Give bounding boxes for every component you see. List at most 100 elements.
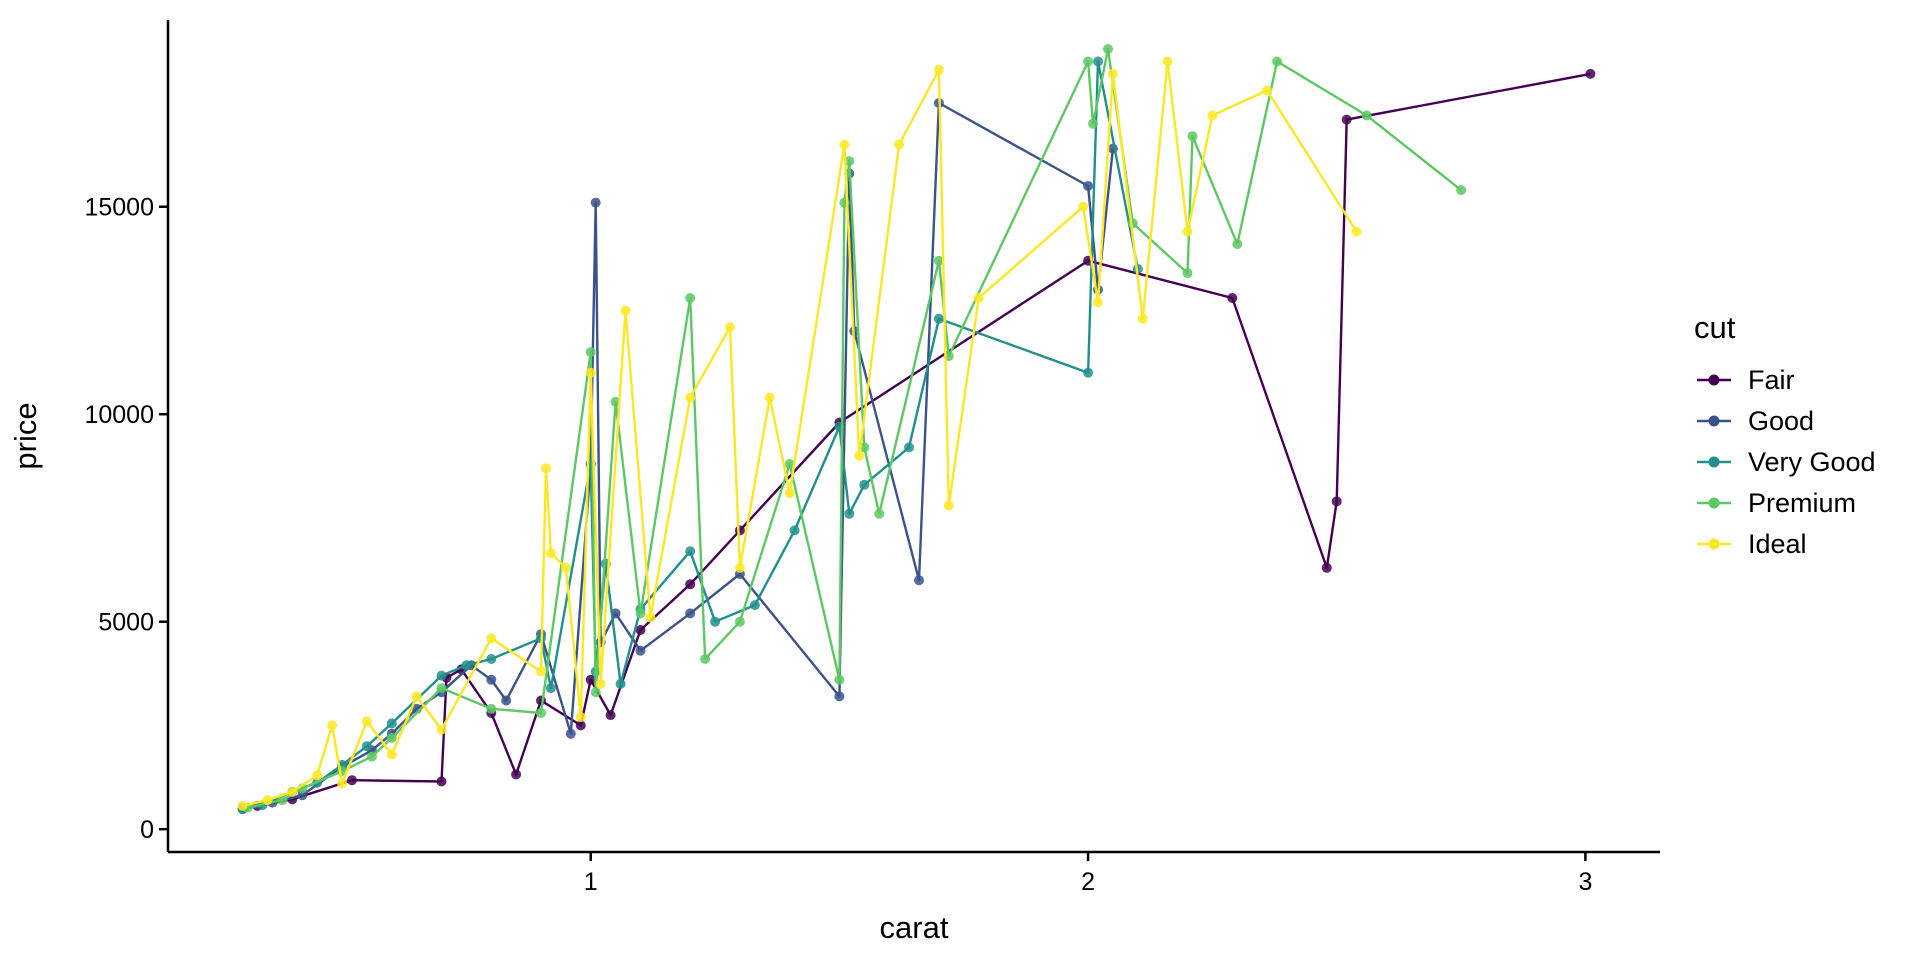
data-point-very-good bbox=[749, 600, 760, 611]
data-point-very-good bbox=[789, 525, 800, 536]
data-point-premium bbox=[1361, 110, 1372, 121]
data-point-good bbox=[914, 575, 924, 586]
data-point-fair bbox=[436, 776, 447, 787]
data-point-very-good bbox=[859, 479, 870, 490]
data-point-ideal bbox=[262, 795, 273, 806]
series-line-good bbox=[242, 101, 1115, 810]
legend-label: Very Good bbox=[1748, 447, 1876, 477]
data-point-premium bbox=[700, 654, 711, 664]
legend: cut Fair Good Very Good Premium Ideal bbox=[1694, 310, 1876, 559]
data-point-very-good bbox=[1093, 56, 1103, 67]
data-point-very-good bbox=[436, 670, 447, 681]
y-tick-label: 10000 bbox=[84, 401, 154, 429]
data-point-ideal bbox=[764, 392, 775, 403]
data-point-fair bbox=[585, 674, 596, 685]
data-point-ideal bbox=[734, 562, 745, 573]
data-point-very-good bbox=[386, 718, 397, 729]
data-point-fair bbox=[734, 525, 745, 536]
data-point-good bbox=[834, 691, 845, 702]
data-point-ideal bbox=[1207, 110, 1218, 121]
y-tick-label: 15000 bbox=[84, 194, 154, 222]
data-point-ideal bbox=[585, 367, 596, 378]
data-point-premium bbox=[844, 156, 855, 167]
data-point-premium bbox=[366, 751, 377, 762]
legend-key-point bbox=[1708, 497, 1720, 509]
data-point-premium bbox=[1083, 56, 1094, 67]
legend-label: Fair bbox=[1748, 365, 1795, 395]
data-point-ideal bbox=[1351, 226, 1362, 237]
x-axis-title: carat bbox=[880, 910, 949, 945]
legend-key-point bbox=[1708, 456, 1720, 468]
series-line-ideal bbox=[242, 60, 1358, 808]
data-point-ideal bbox=[1262, 85, 1273, 96]
data-point-ideal bbox=[784, 488, 795, 499]
data-point-premium bbox=[277, 795, 288, 806]
legend-item-good: Good bbox=[1697, 406, 1814, 436]
data-point-very-good bbox=[710, 616, 721, 627]
data-point-ideal bbox=[575, 712, 586, 723]
data-point-ideal bbox=[894, 139, 905, 150]
data-point-premium bbox=[1182, 268, 1193, 279]
data-point-ideal bbox=[1182, 226, 1193, 237]
data-point-good bbox=[685, 608, 696, 619]
data-point-good bbox=[635, 645, 646, 656]
legend-item-ideal: Ideal bbox=[1697, 529, 1807, 559]
data-point-ideal bbox=[1107, 68, 1118, 79]
legend-label: Good bbox=[1748, 406, 1814, 436]
data-point-ideal bbox=[541, 463, 551, 474]
x-tick-label: 2 bbox=[1081, 868, 1095, 896]
legend-item-fair: Fair bbox=[1697, 365, 1795, 395]
data-point-premium bbox=[486, 703, 497, 714]
legend-key-point bbox=[1708, 538, 1720, 550]
data-point-ideal bbox=[386, 749, 397, 760]
data-point-premium bbox=[386, 732, 397, 743]
data-point-ideal bbox=[237, 800, 248, 811]
data-point-premium bbox=[1187, 131, 1198, 142]
data-point-ideal bbox=[560, 562, 571, 573]
data-point-ideal bbox=[645, 612, 656, 623]
legend-label: Ideal bbox=[1748, 529, 1807, 559]
data-point-very-good bbox=[461, 660, 472, 671]
series-very-good bbox=[237, 56, 1143, 815]
data-point-premium bbox=[1232, 239, 1243, 250]
legend-items: Fair Good Very Good Premium Ideal bbox=[1697, 365, 1876, 559]
data-point-ideal bbox=[536, 666, 546, 677]
data-point-premium bbox=[784, 459, 795, 469]
data-point-good bbox=[486, 674, 497, 685]
legend-item-premium: Premium bbox=[1697, 488, 1856, 518]
series-line-premium bbox=[247, 47, 1462, 809]
y-tick-label: 5000 bbox=[98, 609, 154, 637]
data-point-fair bbox=[1321, 562, 1332, 573]
data-point-very-good bbox=[904, 442, 914, 453]
data-point-premium bbox=[1088, 118, 1098, 129]
data-point-premium bbox=[834, 674, 845, 685]
x-tick-label: 1 bbox=[584, 868, 598, 896]
data-point-good bbox=[1083, 181, 1094, 191]
data-point-ideal bbox=[1093, 297, 1103, 308]
legend-title: cut bbox=[1694, 310, 1736, 345]
data-point-ideal bbox=[1162, 56, 1173, 67]
data-point-premium bbox=[874, 508, 885, 519]
data-point-very-good bbox=[1083, 367, 1094, 378]
data-point-ideal bbox=[337, 778, 348, 789]
data-point-very-good bbox=[486, 654, 497, 664]
legend-key-point bbox=[1708, 415, 1720, 427]
series-premium bbox=[242, 44, 1467, 813]
series-ideal bbox=[237, 56, 1362, 811]
data-point-very-good bbox=[361, 741, 372, 752]
data-point-ideal bbox=[486, 633, 497, 644]
x-tick-label: 3 bbox=[1578, 868, 1592, 896]
data-point-very-good bbox=[844, 508, 855, 519]
data-point-premium bbox=[635, 608, 646, 619]
data-point-ideal bbox=[725, 322, 735, 333]
data-point-premium bbox=[1272, 56, 1283, 67]
data-point-premium bbox=[1127, 218, 1138, 229]
y-tick-label: 0 bbox=[140, 816, 154, 844]
data-point-ideal bbox=[327, 720, 338, 731]
data-point-ideal bbox=[411, 691, 422, 702]
data-point-premium bbox=[536, 708, 546, 718]
data-point-premium bbox=[590, 687, 601, 698]
x-ticks: 1 2 3 bbox=[584, 852, 1592, 896]
data-point-ideal bbox=[839, 139, 850, 150]
